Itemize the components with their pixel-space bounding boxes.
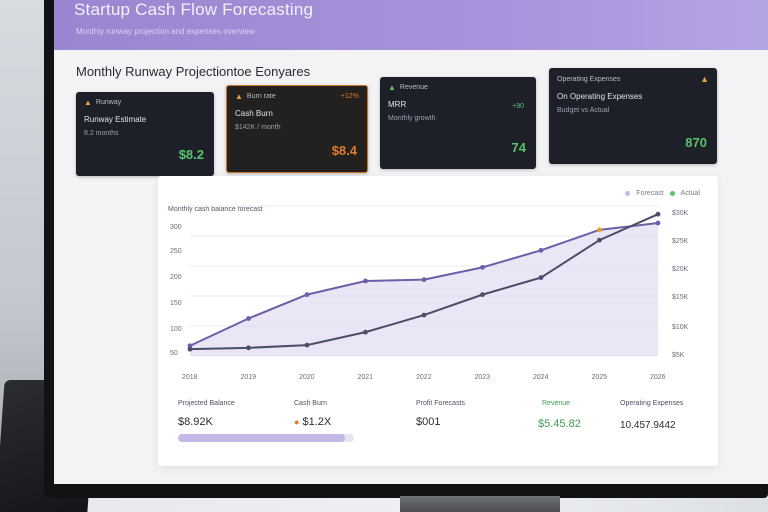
y-tick-right: $20K: [672, 266, 689, 273]
footer-label: Projected Balance: [178, 400, 235, 407]
footer-label: Operating Expenses: [620, 400, 684, 407]
footer-value-text: $1.2X: [302, 416, 332, 428]
legend-item-forecast[interactable]: Forecast: [636, 190, 664, 197]
kpi-sub: Monthly growth: [388, 115, 436, 122]
warning-icon: ▲: [700, 74, 709, 84]
data-point-forecast: [363, 278, 368, 284]
chart-panel: Monthly cash balance forecast Forecast A…: [158, 176, 718, 466]
x-tick-label: 2021: [357, 374, 374, 381]
footer-label: Revenue: [542, 400, 571, 407]
data-point-forecast: [246, 316, 251, 321]
kpi-label: Runway Estimate: [84, 115, 147, 124]
x-tick-label: 2025: [591, 374, 608, 381]
chart-legend: Forecast Actual: [625, 190, 700, 197]
footer-value: 10.457.9442: [620, 420, 676, 431]
y-tick-right: $30K: [672, 210, 689, 217]
legend-item-actual[interactable]: Actual: [680, 190, 700, 197]
y-tick-right: $15K: [672, 294, 689, 301]
app-subtitle: Monthly runway projection and expenses o…: [76, 27, 255, 36]
data-point-actual: [187, 346, 193, 352]
data-point-actual: [655, 211, 661, 217]
x-tick-label: 2020: [299, 374, 315, 381]
kpi-sub: $142K / month: [235, 124, 281, 131]
balance-progress-bar: [178, 434, 354, 442]
y-tick-left: 150: [170, 300, 182, 307]
kpi-sub: 8.2 months: [84, 130, 119, 137]
x-tick-label: 2024: [533, 374, 549, 381]
kpi-trend: +90: [512, 103, 524, 110]
footer-value: $8.92K: [178, 416, 213, 428]
data-point-forecast: [187, 343, 193, 349]
data-point-actual: [480, 292, 485, 298]
orange-dot-icon: ●: [294, 417, 300, 427]
footer-value: ● $1.2X: [294, 416, 331, 428]
x-tick-label: 2018: [182, 374, 198, 381]
data-point-forecast: [304, 292, 310, 298]
warning-icon: ▲: [235, 92, 243, 101]
kpi-label: Cash Burn: [235, 109, 273, 118]
kpi-card-revenue[interactable]: ▲ Revenue MRR Monthly growth +90 74: [380, 77, 536, 169]
kpi-value: 870: [685, 135, 707, 150]
y-tick-left: 250: [170, 248, 182, 255]
kpi-head: Runway: [95, 99, 122, 106]
data-point-actual: [538, 275, 544, 280]
section-title: Monthly Runway Projectiontoe Eonyares: [76, 64, 311, 79]
x-tick-label: 2023: [474, 374, 491, 381]
footer-value: $001: [416, 416, 441, 428]
kpi-delta: +12%: [340, 93, 359, 100]
y-tick-left: 200: [170, 274, 182, 281]
kpi-head: Revenue: [399, 84, 428, 91]
data-point-forecast: [597, 227, 602, 233]
forecast-area: [190, 223, 658, 356]
cash-forecast-chart: [187, 205, 661, 357]
kpi-head: Operating Expenses: [557, 75, 621, 83]
kpi-label: MRR: [388, 100, 407, 109]
data-point-actual: [421, 312, 427, 318]
kpi-card-burn[interactable]: ▲ Burn rate +12% Cash Burn $142K / month $…: [226, 85, 368, 173]
y-tick-right: $25K: [672, 238, 689, 245]
kpi-sub: Budget vs Actual: [557, 107, 610, 114]
kpi-value: $8.2: [178, 147, 204, 162]
data-point-forecast: [538, 247, 544, 253]
y-tick-left: 50: [170, 350, 178, 357]
kpi-label: On Operating Expenses: [557, 92, 643, 101]
kpi-card-opex[interactable]: Operating Expenses ▲ On Operating Expense…: [549, 68, 717, 164]
data-point-actual: [246, 345, 251, 351]
monitor-stand: [400, 496, 560, 512]
data-point-forecast: [480, 264, 485, 270]
warning-icon: ▲: [84, 98, 92, 107]
kpi-head: Burn rate: [246, 93, 276, 100]
y-tick-left: 300: [170, 224, 182, 231]
footer-value: $5.45.82: [538, 418, 581, 430]
y-tick-left: 100: [170, 326, 182, 333]
data-point-actual: [304, 342, 310, 348]
x-tick-label: 2019: [240, 374, 257, 381]
footer-label: Cash Burn: [294, 400, 328, 407]
alert-icon: ▲: [388, 83, 396, 92]
app-title: Startup Cash Flow Forecasting: [74, 0, 314, 19]
chart-title: Monthly cash balance forecast: [168, 206, 263, 213]
kpi-value: $8.4: [331, 143, 357, 158]
app-header: Startup Cash Flow Forecasting Monthly ru…: [54, 0, 768, 50]
footer-label: Profit Forecasts: [416, 400, 466, 407]
kpi-value: 74: [511, 140, 526, 155]
data-point-forecast: [421, 277, 427, 283]
x-tick-label: 2022: [416, 374, 432, 381]
y-tick-right: $10K: [672, 324, 689, 331]
screen: Startup Cash Flow Forecasting Monthly ru…: [54, 0, 768, 484]
legend-swatch-actual: [669, 191, 675, 196]
kpi-card-runway[interactable]: ▲ Runway Runway Estimate 8.2 months $8.2: [76, 92, 214, 176]
data-point-forecast: [655, 220, 661, 226]
progress-fill: [178, 434, 346, 442]
data-point-actual: [363, 329, 368, 335]
legend-swatch-forecast: [625, 191, 631, 196]
x-tick-label: 2026: [650, 374, 666, 381]
y-tick-right: $5K: [672, 352, 685, 359]
data-point-actual: [597, 237, 602, 243]
